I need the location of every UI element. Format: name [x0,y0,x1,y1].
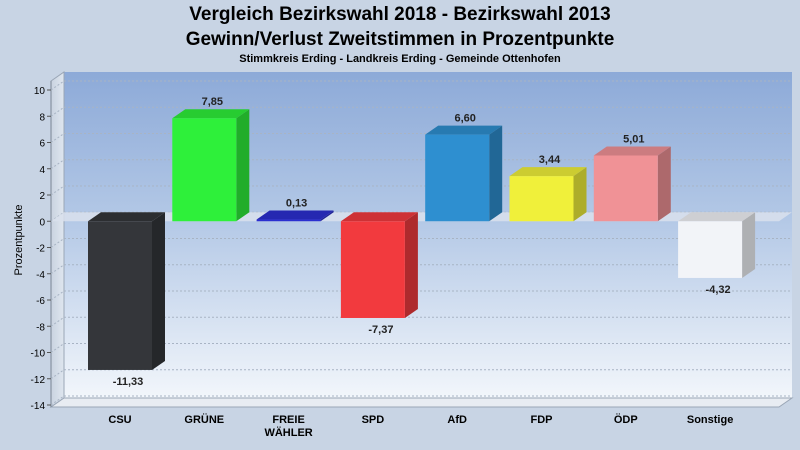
chart-title-line-2: Gewinn/Verlust Zweitstimmen in Prozentpu… [185,29,615,50]
data-label: -11,33 [113,376,144,388]
y-tick-label: 6 [39,139,45,150]
bar-top [425,125,503,135]
y-tick-label: 2 [39,191,45,202]
y-tick-label: -8 [36,322,45,333]
y-axis-title: Prozentpunkte [13,205,25,276]
floor [49,397,794,408]
x-tick-label: FREIE [272,414,304,426]
x-tick-label: AfD [447,414,467,426]
grid-line-wall [50,106,65,117]
bar-group [340,212,418,318]
data-label: 3,44 [539,154,561,166]
grid-line-wall [50,185,65,196]
y-tick-label: -12 [31,375,46,386]
bar-group [509,167,587,222]
x-tick-label: ÖDP [614,413,638,426]
bar [340,221,405,318]
bar [678,221,743,278]
data-label: 0,13 [286,198,307,210]
x-tick-label: CSU [108,414,131,426]
x-tick-label: Sonstige [687,414,733,426]
y-tick-label: 4 [39,165,45,176]
bar-group [256,210,334,222]
grid-line-wall [50,343,65,353]
y-tick-label: -4 [36,270,45,281]
bar-top [509,167,587,177]
grid-line-wall [50,159,65,170]
bar-group [172,109,250,222]
grid-line-wall [50,369,65,380]
bar-top [340,212,418,222]
grid-line-wall [50,80,65,91]
bar-top [172,109,250,119]
bar-top [678,212,756,222]
bar-side [573,167,587,222]
y-tick-label: -6 [36,296,45,307]
bar-top [256,210,334,220]
x-tick-label: FDP [531,414,553,426]
bar-side [657,146,671,222]
bar [88,221,152,370]
bar [172,118,237,222]
x-tick-label: SPD [362,414,385,426]
bar-side [320,210,334,222]
bar [593,155,658,222]
bar-side [742,212,756,278]
grid-line-wall [50,395,65,406]
data-label: -4,32 [706,284,731,296]
grid-line-wall [50,316,65,327]
bar-side [404,212,418,318]
bar-group [593,146,671,222]
bar-side [152,212,165,370]
y-tick-label: 0 [39,217,45,228]
bar [425,134,490,222]
chart-subtitle: Stimmkreis Erding - Landkreis Erding - G… [239,53,561,65]
bar-top [88,212,165,222]
grid-line-wall [50,264,65,275]
bar-group [88,212,165,370]
y-tick-label: -14 [31,401,46,412]
y-tick-label: 10 [34,86,46,97]
chart-title: Vergleich Bezirkswahl 2018 - Bezirkswahl… [189,4,611,25]
bar-group [425,125,503,222]
grid-line-wall [50,238,65,248]
bar-side [236,109,250,222]
data-label: -7,37 [368,324,393,336]
data-label: 6,60 [454,113,475,125]
grid-line-wall [50,290,65,301]
y-tick-label: -2 [36,244,45,255]
data-label: 7,85 [202,96,223,108]
y-tick-label: 8 [39,112,45,123]
bar-top [593,146,671,156]
x-tick-label: GRÜNE [184,413,224,426]
grid-line-wall [50,211,65,222]
grid-line-wall [50,133,65,143]
x-tick-label: WÄHLER [264,426,312,439]
bar [509,176,574,222]
bar-group [678,212,756,278]
data-label: 5,01 [623,133,644,145]
bar-side [489,125,503,222]
y-tick-label: -10 [31,349,46,360]
bar [256,219,321,222]
